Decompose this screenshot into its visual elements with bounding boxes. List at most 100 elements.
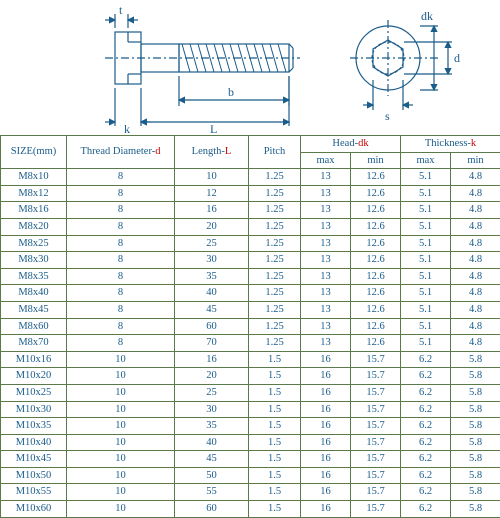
cell-d: 10 xyxy=(67,467,175,484)
cell-d: 8 xyxy=(67,169,175,186)
col-length: Length-L xyxy=(175,136,249,169)
cell-tmin: 4.8 xyxy=(451,335,500,352)
cell-d: 8 xyxy=(67,335,175,352)
table-row: M10x5510551.51615.76.25.8 xyxy=(1,484,500,501)
cell-hmax: 13 xyxy=(301,202,351,219)
cell-d: 8 xyxy=(67,185,175,202)
cell-tmin: 4.8 xyxy=(451,202,500,219)
cell-tmin: 5.8 xyxy=(451,467,500,484)
table-row: M10x3510351.51615.76.25.8 xyxy=(1,418,500,435)
cell-size: M8x35 xyxy=(1,268,67,285)
cell-tmin: 4.8 xyxy=(451,235,500,252)
cell-size: M10x40 xyxy=(1,434,67,451)
cell-tmax: 5.1 xyxy=(401,202,451,219)
cell-L: 55 xyxy=(175,484,249,501)
cell-L: 16 xyxy=(175,351,249,368)
cell-hmin: 15.7 xyxy=(351,351,401,368)
cell-hmin: 15.7 xyxy=(351,368,401,385)
cell-hmax: 16 xyxy=(301,351,351,368)
table-row: M10x1610161.51615.76.25.8 xyxy=(1,351,500,368)
table-row: M10x2010201.51615.76.25.8 xyxy=(1,368,500,385)
cell-d: 10 xyxy=(67,501,175,518)
cell-L: 30 xyxy=(175,252,249,269)
cell-d: 10 xyxy=(67,384,175,401)
cell-pitch: 1.25 xyxy=(249,252,301,269)
cell-tmax: 5.1 xyxy=(401,335,451,352)
table-row: M8x708701.251312.65.14.8 xyxy=(1,335,500,352)
cell-size: M10x16 xyxy=(1,351,67,368)
cell-hmax: 16 xyxy=(301,484,351,501)
cell-size: M8x60 xyxy=(1,318,67,335)
cell-d: 8 xyxy=(67,252,175,269)
cell-L: 20 xyxy=(175,218,249,235)
cell-size: M8x10 xyxy=(1,169,67,186)
cell-hmin: 12.6 xyxy=(351,218,401,235)
cell-L: 60 xyxy=(175,318,249,335)
cell-tmax: 5.1 xyxy=(401,318,451,335)
cell-size: M8x25 xyxy=(1,235,67,252)
cell-size: M10x20 xyxy=(1,368,67,385)
table-row: M8x128121.251312.65.14.8 xyxy=(1,185,500,202)
cell-hmax: 13 xyxy=(301,285,351,302)
cell-L: 20 xyxy=(175,368,249,385)
table-row: M8x408401.251312.65.14.8 xyxy=(1,285,500,302)
table-row: M8x608601.251312.65.14.8 xyxy=(1,318,500,335)
label-k: k xyxy=(124,122,130,135)
cell-size: M8x20 xyxy=(1,218,67,235)
table-row: M10x4010401.51615.76.25.8 xyxy=(1,434,500,451)
cell-hmin: 12.6 xyxy=(351,185,401,202)
header-row-1: SIZE(mm) Thread Diameter-d Length-L Pitc… xyxy=(1,136,500,153)
cell-hmin: 12.6 xyxy=(351,318,401,335)
table-body: M8x108101.251312.65.14.8M8x128121.251312… xyxy=(1,169,500,517)
cell-pitch: 1.5 xyxy=(249,351,301,368)
table-row: M8x258251.251312.65.14.8 xyxy=(1,235,500,252)
cell-L: 16 xyxy=(175,202,249,219)
col-size: SIZE(mm) xyxy=(1,136,67,169)
cell-tmin: 4.8 xyxy=(451,185,500,202)
table-row: M10x4510451.51615.76.25.8 xyxy=(1,451,500,468)
cell-size: M10x25 xyxy=(1,384,67,401)
cell-tmax: 6.2 xyxy=(401,467,451,484)
cell-tmax: 5.1 xyxy=(401,185,451,202)
cell-tmax: 6.2 xyxy=(401,434,451,451)
cell-size: M8x45 xyxy=(1,301,67,318)
cell-L: 70 xyxy=(175,335,249,352)
cell-hmin: 15.7 xyxy=(351,484,401,501)
cell-hmin: 12.6 xyxy=(351,202,401,219)
col-thk-max: max xyxy=(401,152,451,169)
cell-L: 35 xyxy=(175,418,249,435)
cell-tmax: 6.2 xyxy=(401,451,451,468)
cell-pitch: 1.5 xyxy=(249,368,301,385)
cell-d: 10 xyxy=(67,368,175,385)
cell-L: 25 xyxy=(175,384,249,401)
cell-d: 10 xyxy=(67,351,175,368)
cell-pitch: 1.5 xyxy=(249,434,301,451)
cell-tmin: 4.8 xyxy=(451,268,500,285)
cell-hmin: 12.6 xyxy=(351,169,401,186)
cell-hmax: 13 xyxy=(301,268,351,285)
cell-hmax: 13 xyxy=(301,185,351,202)
cell-size: M8x70 xyxy=(1,335,67,352)
cell-pitch: 1.25 xyxy=(249,202,301,219)
cell-tmin: 5.8 xyxy=(451,418,500,435)
cell-d: 8 xyxy=(67,218,175,235)
screw-diagram: t d dk k L b s xyxy=(0,0,500,135)
cell-size: M8x40 xyxy=(1,285,67,302)
cell-L: 35 xyxy=(175,268,249,285)
cell-pitch: 1.25 xyxy=(249,301,301,318)
cell-tmin: 5.8 xyxy=(451,384,500,401)
table-row: M10x3010301.51615.76.25.8 xyxy=(1,401,500,418)
cell-tmax: 5.1 xyxy=(401,268,451,285)
cell-tmin: 5.8 xyxy=(451,351,500,368)
label-d: d xyxy=(454,51,460,65)
cell-hmax: 16 xyxy=(301,401,351,418)
cell-hmax: 16 xyxy=(301,418,351,435)
cell-tmax: 5.1 xyxy=(401,235,451,252)
cell-tmin: 5.8 xyxy=(451,501,500,518)
cell-hmax: 13 xyxy=(301,235,351,252)
table-row: M8x108101.251312.65.14.8 xyxy=(1,169,500,186)
cell-L: 40 xyxy=(175,434,249,451)
table-row: M10x2510251.51615.76.25.8 xyxy=(1,384,500,401)
cell-tmax: 5.1 xyxy=(401,301,451,318)
cell-size: M10x55 xyxy=(1,484,67,501)
